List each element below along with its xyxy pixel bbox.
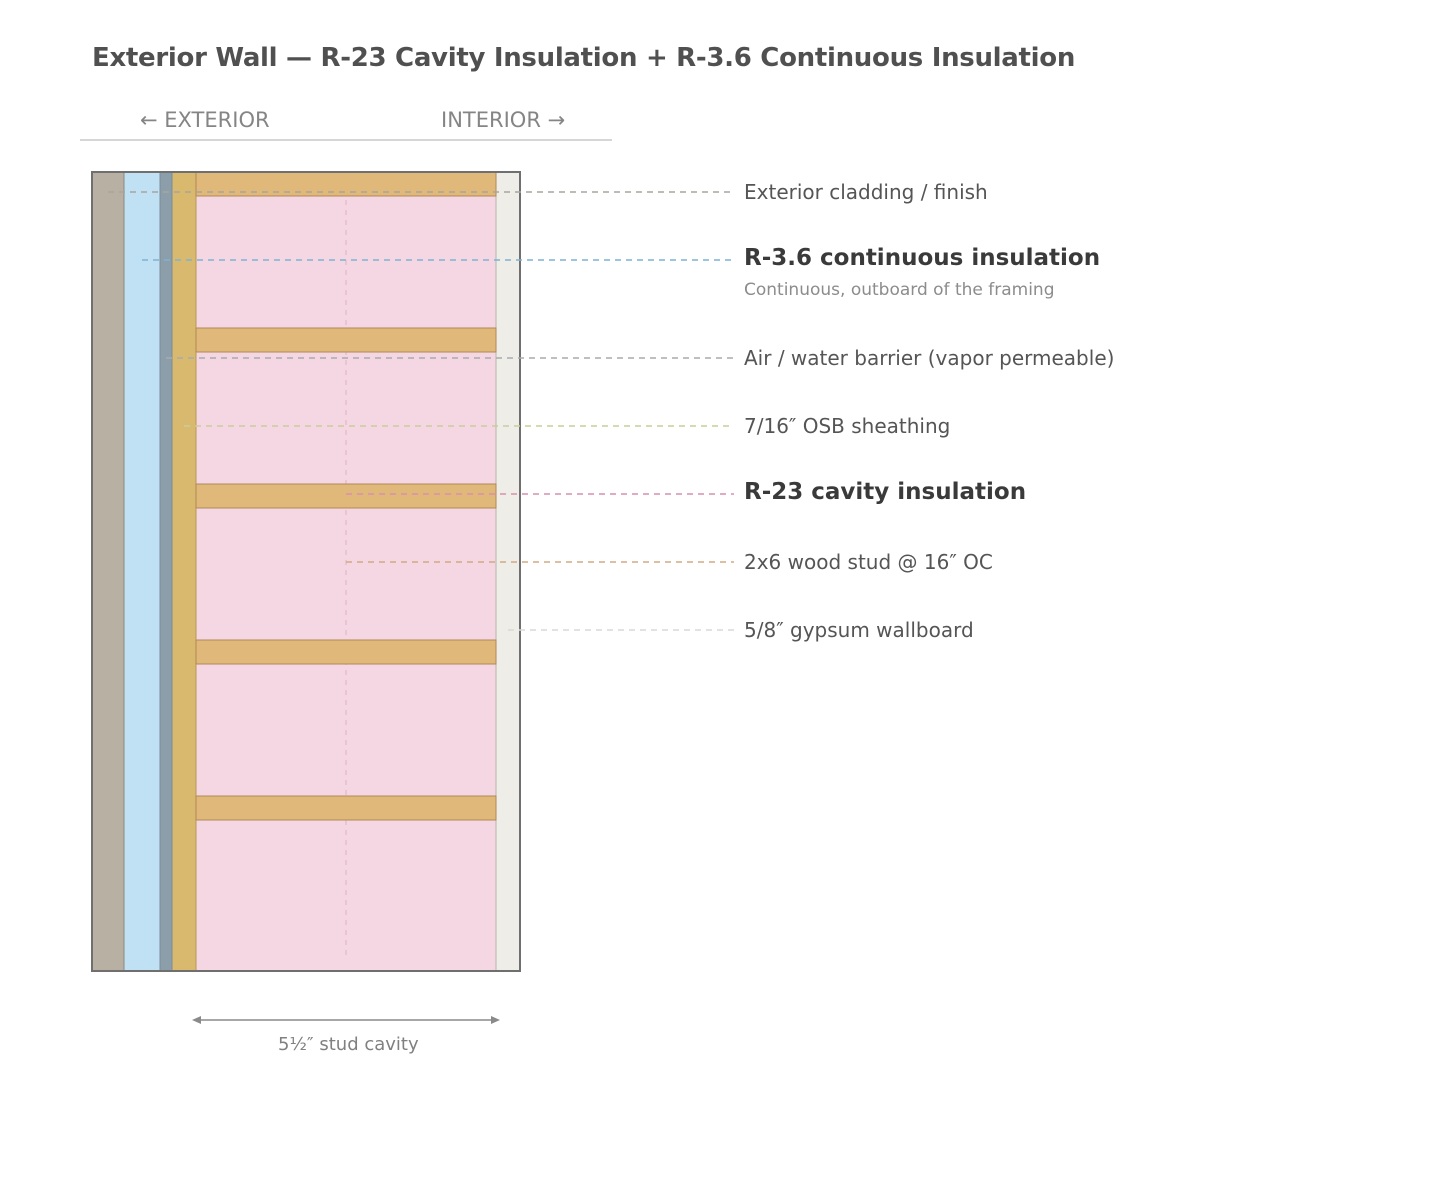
osb-sheathing-label: 7/16″ OSB sheathing (744, 414, 951, 438)
air-water-barrier-label: Air / water barrier (vapor permeable) (744, 346, 1115, 370)
direction-rule (80, 139, 612, 141)
exterior-direction-label: ← EXTERIOR (140, 108, 270, 132)
dimension-arrow-left-icon (192, 1016, 201, 1024)
dimension-arrow-right-icon (491, 1016, 500, 1024)
stud-cavity-dimension-label: 5½″ stud cavity (278, 1034, 419, 1055)
interior-direction-label: INTERIOR → (441, 108, 566, 132)
cladding-label: Exterior cladding / finish (744, 180, 988, 204)
continuous-insulation-label: R-3.6 continuous insulation (744, 245, 1101, 271)
air-water-barrier-layer (160, 172, 172, 971)
gypsum-wallboard-base (496, 172, 520, 971)
gypsum-wallboard-label: 5/8″ gypsum wallboard (744, 618, 974, 642)
diagram-title: Exterior Wall — R-23 Cavity Insulation +… (92, 43, 1076, 73)
continuous-insulation-sublabel: Continuous, outboard of the framing (744, 280, 1055, 300)
stud-label: 2x6 wood stud @ 16″ OC (744, 550, 993, 574)
stud (195, 327, 497, 353)
wall-outline (91, 171, 521, 972)
cladding-layer (92, 172, 124, 971)
stud (195, 639, 497, 665)
osb-sheathing-layer (172, 172, 196, 971)
stud (195, 795, 497, 821)
stud (195, 483, 497, 509)
cavity-insulation-label: R-23 cavity insulation (744, 479, 1027, 505)
continuous-insulation-layer (124, 172, 160, 971)
